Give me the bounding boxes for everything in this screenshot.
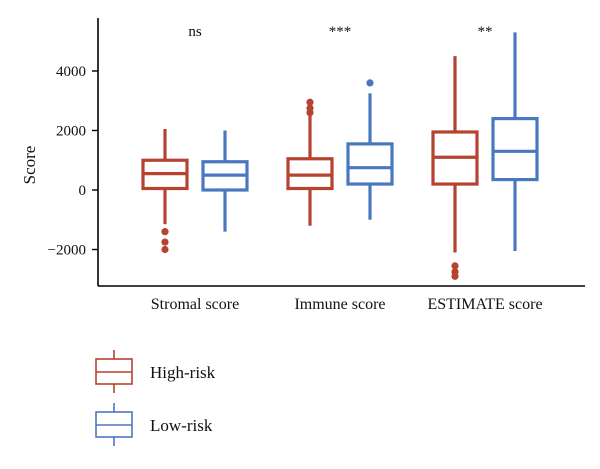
- legend-label: Low-risk: [150, 416, 213, 435]
- legend: High-risk Low-risk: [95, 350, 216, 446]
- significance-label: **: [478, 24, 493, 40]
- outlier-point: [306, 98, 314, 106]
- significance-label: ***: [329, 24, 352, 40]
- box-low-risk: [201, 130, 249, 232]
- y-tick-label: −2000: [48, 243, 86, 259]
- outlier-point: [366, 79, 374, 87]
- y-tick-label: 4000: [56, 64, 86, 80]
- category-label: Immune score: [294, 296, 385, 313]
- boxplot-legend-icon: [95, 350, 133, 393]
- outlier-point: [161, 245, 169, 254]
- outlier-point: [306, 104, 314, 112]
- category-label: ESTIMATE score: [427, 296, 542, 313]
- significance-label: ns: [188, 24, 202, 40]
- y-tick-label: 2000: [56, 124, 86, 140]
- boxes: [141, 32, 539, 280]
- axes: [97, 18, 585, 287]
- legend-item-low-risk: Low-risk: [95, 403, 213, 446]
- box-high-risk: [286, 98, 334, 226]
- box-low-risk: [346, 79, 394, 220]
- category-label: Stromal score: [151, 296, 239, 313]
- iqr-box: [491, 116, 539, 182]
- y-axis-label: Score: [20, 146, 39, 185]
- box-high-risk: [141, 129, 189, 254]
- legend-item-high-risk: High-risk: [95, 350, 216, 393]
- significance-labels: ns *** **: [188, 24, 492, 40]
- category-labels: Stromal score Immune score ESTIMATE score: [151, 296, 543, 313]
- outlier-point: [161, 238, 169, 246]
- box-high-risk: [431, 56, 479, 280]
- y-ticks: 4000 2000 0 −2000: [48, 64, 98, 259]
- boxplot-legend-icon: [95, 403, 133, 446]
- y-tick-label: 0: [79, 183, 87, 199]
- box-low-risk: [491, 32, 539, 251]
- iqr-box: [346, 142, 394, 186]
- outlier-point: [161, 228, 169, 236]
- outlier-point: [451, 262, 459, 270]
- legend-label: High-risk: [150, 363, 216, 382]
- outlier-point: [451, 272, 459, 280]
